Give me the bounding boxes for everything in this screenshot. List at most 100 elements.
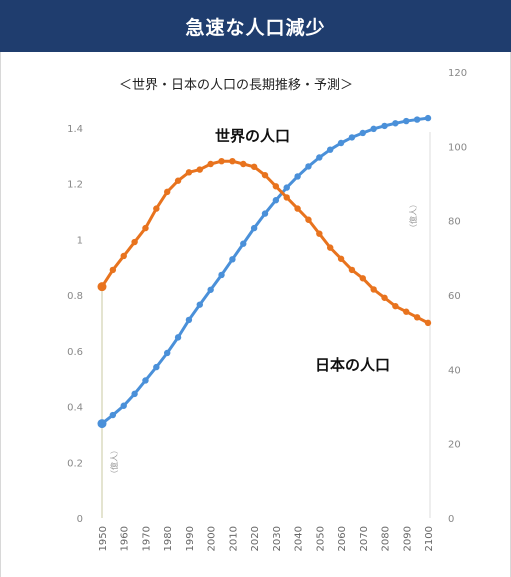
world-data-point (131, 390, 138, 398)
japan-data-point (272, 183, 280, 190)
x-tick-label: 2000 (207, 526, 218, 551)
world-data-point (392, 120, 399, 127)
x-tick-label: 2010 (228, 526, 239, 551)
japan-data-point (250, 163, 258, 170)
japan-data-point (196, 166, 203, 173)
world-data-point (327, 146, 334, 153)
japan-series-line (100, 159, 429, 325)
x-tick-label: 2040 (294, 526, 305, 551)
x-tick-label: 1950 (98, 526, 109, 551)
x-tick-label: 2090 (402, 526, 413, 551)
world-data-point (272, 197, 280, 204)
world-data-point (240, 240, 247, 247)
world-data-point (218, 271, 225, 279)
x-tick-label: 2080 (381, 526, 392, 551)
world-data-point (348, 134, 356, 141)
japan-data-point (305, 216, 312, 223)
japan-data-point (131, 238, 138, 246)
right-tick-label: 40 (448, 365, 461, 376)
x-axis-ticks: 1950 1960 1970 1980 1990 2000 2010 2020 2030 2040… (98, 526, 435, 551)
world-data-point (413, 116, 421, 123)
world-data-point (250, 224, 258, 232)
japan-data-point (348, 266, 356, 274)
left-axis-unit: （億人） (109, 446, 119, 478)
japan-data-point (359, 275, 366, 282)
x-tick-label: 2020 (250, 526, 261, 551)
header-title: 急速な人口減少 (185, 16, 326, 39)
world-data-point (305, 163, 312, 170)
world-data-point (381, 122, 388, 130)
japan-data-point (403, 308, 410, 315)
world-data-point (359, 129, 366, 137)
japan-data-point (413, 314, 421, 321)
x-tick-label: 1980 (163, 526, 174, 551)
world-data-point (370, 125, 377, 133)
japan-series-label: 日本の人口 (315, 356, 390, 374)
japan-data-point (218, 158, 225, 165)
japan-data-point (164, 188, 171, 196)
right-tick-label: 100 (448, 142, 467, 153)
right-tick-label: 20 (448, 440, 461, 451)
chart-panel: ＜世界・日本の人口の長期推移・予測＞ 0 0.2 0.4 0.6 0.8 1 1.2 1.4 … (0, 52, 511, 577)
world-series-line (101, 116, 429, 425)
world-data-point (109, 411, 117, 419)
japan-data-point (261, 171, 269, 179)
left-tick-label: 0 (77, 514, 83, 525)
world-data-point (196, 301, 203, 308)
world-data-point (261, 210, 269, 217)
right-axis-unit: （億人） (408, 200, 418, 232)
japan-data-point (229, 158, 236, 165)
right-tick-label: 80 (448, 217, 461, 228)
japan-data-point (381, 294, 388, 301)
right-tick-label: 120 (448, 68, 467, 79)
world-data-point (185, 316, 193, 324)
japan-data-point (109, 266, 117, 274)
right-tick-label: 60 (448, 291, 461, 302)
x-tick-label: 2050 (315, 526, 326, 551)
world-data-point (316, 154, 323, 161)
x-tick-label: 2030 (272, 526, 283, 551)
world-data-point (174, 334, 182, 341)
japan-data-point (207, 160, 214, 168)
japan-data-point (316, 230, 323, 237)
japan-data-point (337, 255, 345, 262)
left-tick-label: 1.2 (67, 180, 83, 191)
left-tick-label: 1 (77, 235, 83, 246)
world-data-point (294, 173, 301, 180)
japan-data-point (294, 205, 301, 212)
world-data-point (120, 402, 127, 409)
japan-data-point (283, 194, 290, 201)
series-layer (97, 114, 432, 429)
world-series-label: 世界の人口 (215, 127, 290, 145)
japan-data-point (327, 244, 334, 251)
line-chart: ＜世界・日本の人口の長期推移・予測＞ 00.20.40.60.811.21.4 … (67, 68, 467, 551)
chart-header: 急速な人口減少 (0, 0, 511, 52)
x-tick-label: 2100 (424, 526, 435, 551)
left-tick-label: 0.8 (67, 291, 83, 302)
left-tick-label: 0.6 (67, 347, 83, 358)
world-data-point (337, 139, 345, 147)
world-data-point (207, 286, 214, 293)
right-tick-label: 0 (448, 514, 454, 525)
japan-data-point (97, 282, 107, 292)
world-data-point (153, 363, 160, 371)
x-tick-label: 1970 (141, 526, 152, 551)
x-tick-label: 1990 (185, 526, 196, 551)
left-axis-ticks: 0 0.2 0.4 0.6 0.8 1 1.2 1.4 (67, 124, 83, 525)
japan-data-point (392, 302, 399, 310)
left-tick-label: 1.4 (67, 124, 83, 135)
japan-data-point (185, 169, 193, 176)
world-data-point (164, 349, 171, 357)
japan-data-point (240, 160, 247, 168)
japan-data-point (120, 252, 127, 260)
world-data-point (142, 377, 149, 384)
japan-data-point (370, 286, 377, 293)
world-data-point (283, 184, 290, 191)
japan-data-point (174, 177, 182, 184)
left-tick-label: 0.4 (67, 403, 83, 414)
left-tick-label: 0.2 (67, 458, 83, 469)
world-data-point (97, 419, 107, 429)
x-tick-label: 2060 (337, 526, 348, 551)
right-axis-ticks: 0 20 40 60 80 100 120 (448, 68, 467, 525)
x-tick-label: 1960 (120, 526, 131, 551)
